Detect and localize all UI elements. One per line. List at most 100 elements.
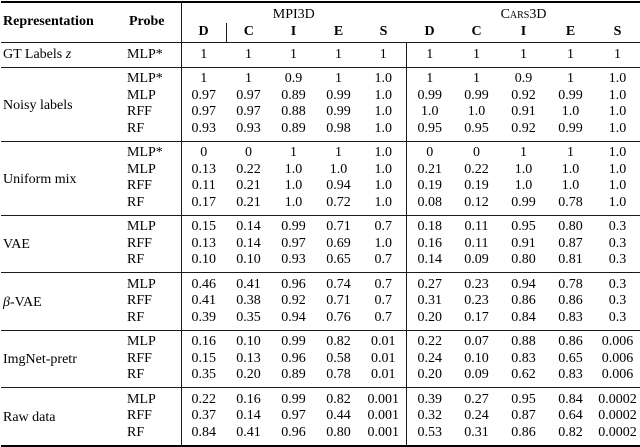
metric-value: 1	[181, 66, 226, 88]
mpi3d-group-header: MPI3D	[272, 7, 315, 22]
metric-value: 1	[473, 46, 481, 62]
metric-value: 0.88	[500, 329, 548, 351]
metric-value: 0.24	[405, 350, 454, 367]
metric-value: 0.89	[281, 367, 306, 382]
probe-label: MLP	[127, 214, 182, 236]
metric-value: 0.22	[236, 161, 261, 177]
metric-value: 0.41	[226, 272, 271, 293]
metric-value: 1	[405, 42, 454, 67]
metric-value: 1	[500, 140, 548, 162]
probe-label: RFF	[127, 350, 182, 367]
metric-value: 0.31	[464, 424, 489, 440]
metric-value: 0.21	[236, 178, 261, 193]
metric-value: 1.0	[608, 178, 627, 193]
table-row: β-VAE MLP 0.46 0.41 0.96 0.74 0.7 0.27 0.23 0.94 0…	[1, 272, 640, 330]
metric-value: 1.0	[608, 104, 627, 119]
table-row: Noisy labels MLP* 1 1 0.9 1 1.0 1 1 0.9 1 1.0	[1, 66, 640, 141]
metric-value: 0.84	[511, 309, 536, 325]
metric-value: 0.96	[281, 424, 306, 440]
metric-value: 0.24	[464, 408, 489, 423]
metric-value: 1.0	[374, 178, 393, 193]
probe-label: RFF	[127, 104, 182, 121]
metric-value: 0.95	[500, 214, 548, 236]
metric-value: 1.0	[467, 104, 486, 119]
table-row: RFF 0.97 0.97 0.88 0.99 1.0 1.0 1.0 0.91 1.0 1.0	[1, 104, 640, 121]
table-row: Uniform mix MLP* 0 0 1 1 1.0 0 0 1 1 1.0	[1, 140, 640, 215]
metric-value: 0.21	[236, 194, 261, 210]
metric-value: 0.80	[547, 214, 595, 236]
representation-label-math: z	[65, 46, 72, 62]
metric-value: 1	[316, 140, 361, 162]
metric-value: 0.72	[326, 194, 351, 210]
probe-label: RF	[127, 424, 182, 446]
metric-value: 0.18	[405, 214, 454, 236]
table-row: GT Labels z MLP* 1 1 1 1 1 1 1 1 1 1	[1, 42, 640, 67]
metric-value: 0.82	[316, 387, 361, 408]
metric-value: 1	[567, 46, 575, 62]
metric-value: 0.99	[511, 194, 536, 210]
metric-value: 0.76	[326, 309, 351, 325]
metric-value: 0.38	[236, 293, 261, 308]
metric-value: 1.0	[374, 194, 393, 210]
metric-value: 0.44	[326, 408, 351, 423]
probe-label: MLP*	[127, 140, 182, 162]
metric-value: 0.20	[405, 309, 454, 330]
metric-value: 0.10	[226, 329, 271, 351]
metric-value: 0.94	[281, 309, 306, 325]
metric-value: 0.98	[326, 120, 351, 136]
metric-value: 0	[226, 140, 271, 162]
probe-label: RFF	[127, 178, 182, 195]
metric-header-s1: S	[361, 23, 407, 43]
metric-value: 0.97	[236, 87, 261, 103]
metric-value: 0.01	[371, 367, 396, 382]
metric-value: 0.92	[511, 87, 536, 103]
representation-label-post: -VAE	[9, 294, 42, 310]
metric-header-c2: C	[453, 23, 501, 43]
metric-value: 0.88	[281, 104, 306, 119]
metric-value: 0.99	[326, 87, 351, 103]
table-section: ImgNet-pretr MLP 0.16 0.10 0.99 0.82 0.01 0.22 0…	[1, 329, 640, 388]
metric-value: 0.08	[405, 194, 454, 215]
metric-value: 0.10	[236, 252, 261, 267]
metric-value: 1	[614, 46, 622, 62]
probe-label: MLP	[127, 161, 182, 178]
table-section: Uniform mix MLP* 0 0 1 1 1.0 0 0 1 1 1.0 MLP 0.13 0.22…	[1, 140, 640, 215]
table-row: Raw data MLP 0.22 0.16 0.99 0.82 0.001 0.39 0.27…	[1, 387, 640, 446]
metric-value: 0.17	[464, 309, 489, 325]
metric-value: 0.84	[191, 424, 217, 440]
metric-value: 0.83	[558, 367, 583, 382]
table-row: RF 0.93 0.93 0.89 0.98 1.0 0.95 0.95 0.92 0.99 1.0	[1, 120, 640, 141]
metric-value: 0	[405, 140, 454, 162]
metric-value: 0.01	[371, 350, 396, 366]
metric-value: 0.16	[405, 235, 454, 252]
metric-value: 0.99	[271, 387, 316, 408]
metric-value: 0.3	[608, 293, 627, 308]
table-row: RFF 0.15 0.13 0.96 0.58 0.01 0.24 0.10 0.83 0.65 0…	[1, 350, 640, 367]
metric-header-e1: E	[316, 23, 361, 43]
metric-value: 1.0	[374, 161, 393, 177]
metric-value: 1.0	[608, 87, 627, 103]
table-row: MLP 0.13 0.22 1.0 1.0 1.0 0.21 0.22 1.0 1.0 1.0	[1, 161, 640, 178]
metric-value: 0.87	[558, 235, 583, 251]
metric-value: 1.0	[284, 194, 303, 210]
table-section: GT Labels z MLP* 1 1 1 1 1 1 1 1 1 1	[1, 42, 640, 67]
metric-value: 0.97	[281, 408, 306, 423]
metric-value: 0.93	[236, 120, 261, 136]
table-row: ImgNet-pretr MLP 0.16 0.10 0.99 0.82 0.01 0.22 0…	[1, 329, 640, 388]
metric-value: 0.22	[464, 161, 489, 177]
representation-label-pre: Raw data	[3, 409, 56, 425]
metric-value: 0.16	[226, 387, 271, 408]
metric-value: 1.0	[374, 104, 393, 119]
metric-header-s2: S	[594, 23, 640, 43]
metric-value: 0.84	[547, 387, 595, 408]
metric-value: 1.0	[561, 104, 580, 119]
table-section: Raw data MLP 0.22 0.16 0.99 0.82 0.001 0.39 0.27…	[1, 387, 640, 446]
metric-value: 0.9	[500, 66, 548, 88]
metric-value: 0	[453, 140, 501, 162]
representation-label-pre: ImgNet-pretr	[3, 352, 77, 368]
metric-value: 0.11	[191, 178, 216, 193]
table-row: RF 0.39 0.35 0.94 0.76 0.7 0.20 0.17 0.84 0.83 0.3	[1, 309, 640, 330]
metric-value: 0.3	[594, 272, 640, 293]
metric-value: 0.09	[464, 252, 489, 267]
metric-value: 0.65	[326, 252, 351, 267]
